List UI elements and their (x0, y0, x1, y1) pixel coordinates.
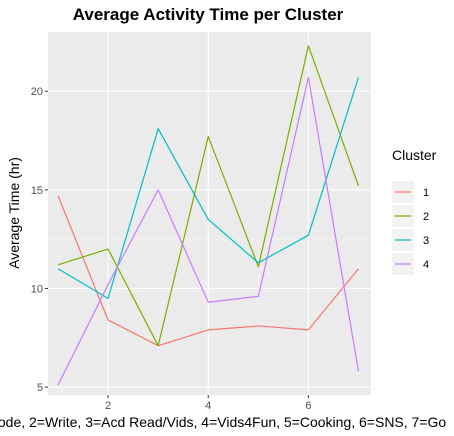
grid-minor (48, 32, 371, 395)
legend-item-cluster-2: 2 (392, 205, 429, 227)
grid-major (48, 32, 371, 395)
legend-item-cluster-1: 1 (392, 181, 429, 203)
x-tick-label: 4 (205, 400, 211, 412)
legend-label: 2 (423, 211, 429, 223)
legend-label: 4 (423, 259, 429, 271)
chart-title: Average Activity Time per Cluster (73, 5, 344, 24)
x-tick-label: 2 (105, 400, 111, 412)
series-line-cluster-4 (57, 76, 360, 386)
legend: Cluster 1 2 3 4 (392, 147, 437, 275)
legend-title: Cluster (392, 147, 437, 163)
series-line-cluster-2 (57, 45, 360, 347)
plot-panel (48, 32, 371, 395)
x-axis: 2 4 6 (105, 395, 311, 412)
y-tick-label: 15 (31, 185, 43, 197)
series-lines (57, 45, 360, 386)
y-axis-title: Average Time (hr) (6, 157, 22, 269)
y-axis: 5 10 15 20 (31, 86, 48, 394)
legend-item-cluster-3: 3 (392, 229, 429, 251)
legend-label: 1 (423, 187, 429, 199)
y-tick-label: 20 (31, 86, 43, 98)
legend-label: 3 (423, 235, 429, 247)
y-tick-label: 5 (37, 382, 43, 394)
y-tick-label: 10 (31, 283, 43, 295)
x-tick-label: 6 (305, 400, 311, 412)
series-line-cluster-1 (57, 195, 359, 347)
legend-item-cluster-4: 4 (392, 253, 429, 275)
series-line-cluster-3 (57, 77, 360, 299)
x-axis-title: 1=Code, 2=Write, 3=Acd Read/Vids, 4=Vids… (0, 414, 446, 430)
